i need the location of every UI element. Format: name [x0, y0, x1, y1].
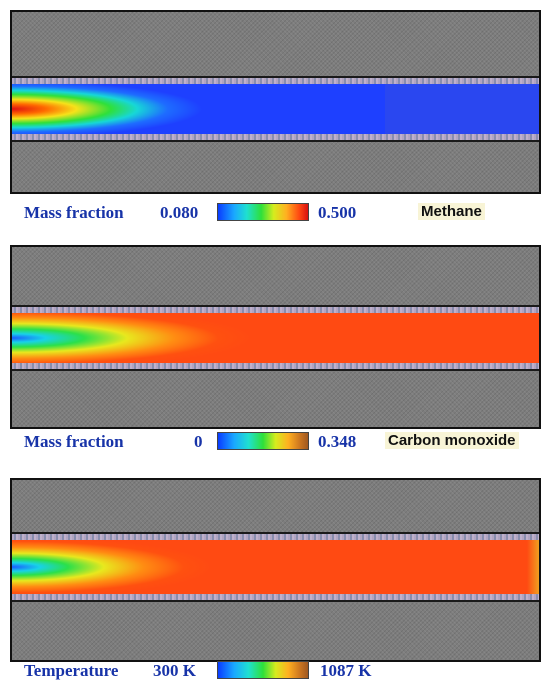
co-mass-fraction-field: [12, 313, 539, 363]
colorbar: [217, 432, 309, 450]
legend-quantity-label: Temperature: [24, 661, 119, 680]
methane-contour-panel: [10, 10, 541, 194]
reactor-channel: [12, 305, 539, 371]
methane-mass-fraction-field: [12, 84, 539, 134]
channel-wall-top: [12, 307, 539, 313]
channel-wall-bottom: [12, 594, 539, 600]
species-label: Methane: [418, 203, 485, 220]
legend-min-value: 0: [194, 432, 203, 451]
legend-quantity-label: Mass fraction: [24, 203, 124, 222]
channel-wall-bottom: [12, 134, 539, 140]
channel-wall-bottom: [12, 363, 539, 369]
legend-quantity-label: Mass fraction: [24, 432, 124, 451]
legend-max-value: 0.500: [318, 203, 357, 222]
colorbar: [217, 661, 309, 679]
channel-wall-top: [12, 534, 539, 540]
legend-min-value: 0.080: [160, 203, 199, 222]
carbon-monoxide-contour-panel: [10, 245, 541, 429]
species-label: Carbon monoxide: [385, 432, 519, 449]
legend-max-value: 0.348: [318, 432, 357, 451]
legend-max-value: 1087 K: [320, 661, 372, 680]
reactor-channel: [12, 76, 539, 142]
temperature-field: [12, 540, 539, 594]
temperature-contour-panel: [10, 478, 541, 662]
reactor-channel: [12, 532, 539, 602]
colorbar: [217, 203, 309, 221]
legend-min-value: 300 K: [153, 661, 196, 680]
channel-wall-top: [12, 78, 539, 84]
